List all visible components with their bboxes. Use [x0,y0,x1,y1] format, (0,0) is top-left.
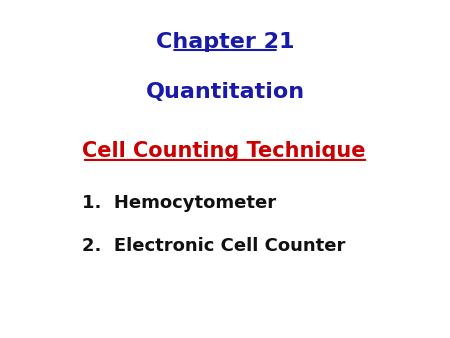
Text: Chapter 21: Chapter 21 [156,32,294,52]
Text: 1.  Hemocytometer: 1. Hemocytometer [82,194,276,212]
Text: Cell Counting Technique: Cell Counting Technique [82,141,365,161]
Text: Quantitation: Quantitation [145,82,305,102]
Text: 2.  Electronic Cell Counter: 2. Electronic Cell Counter [82,237,345,255]
